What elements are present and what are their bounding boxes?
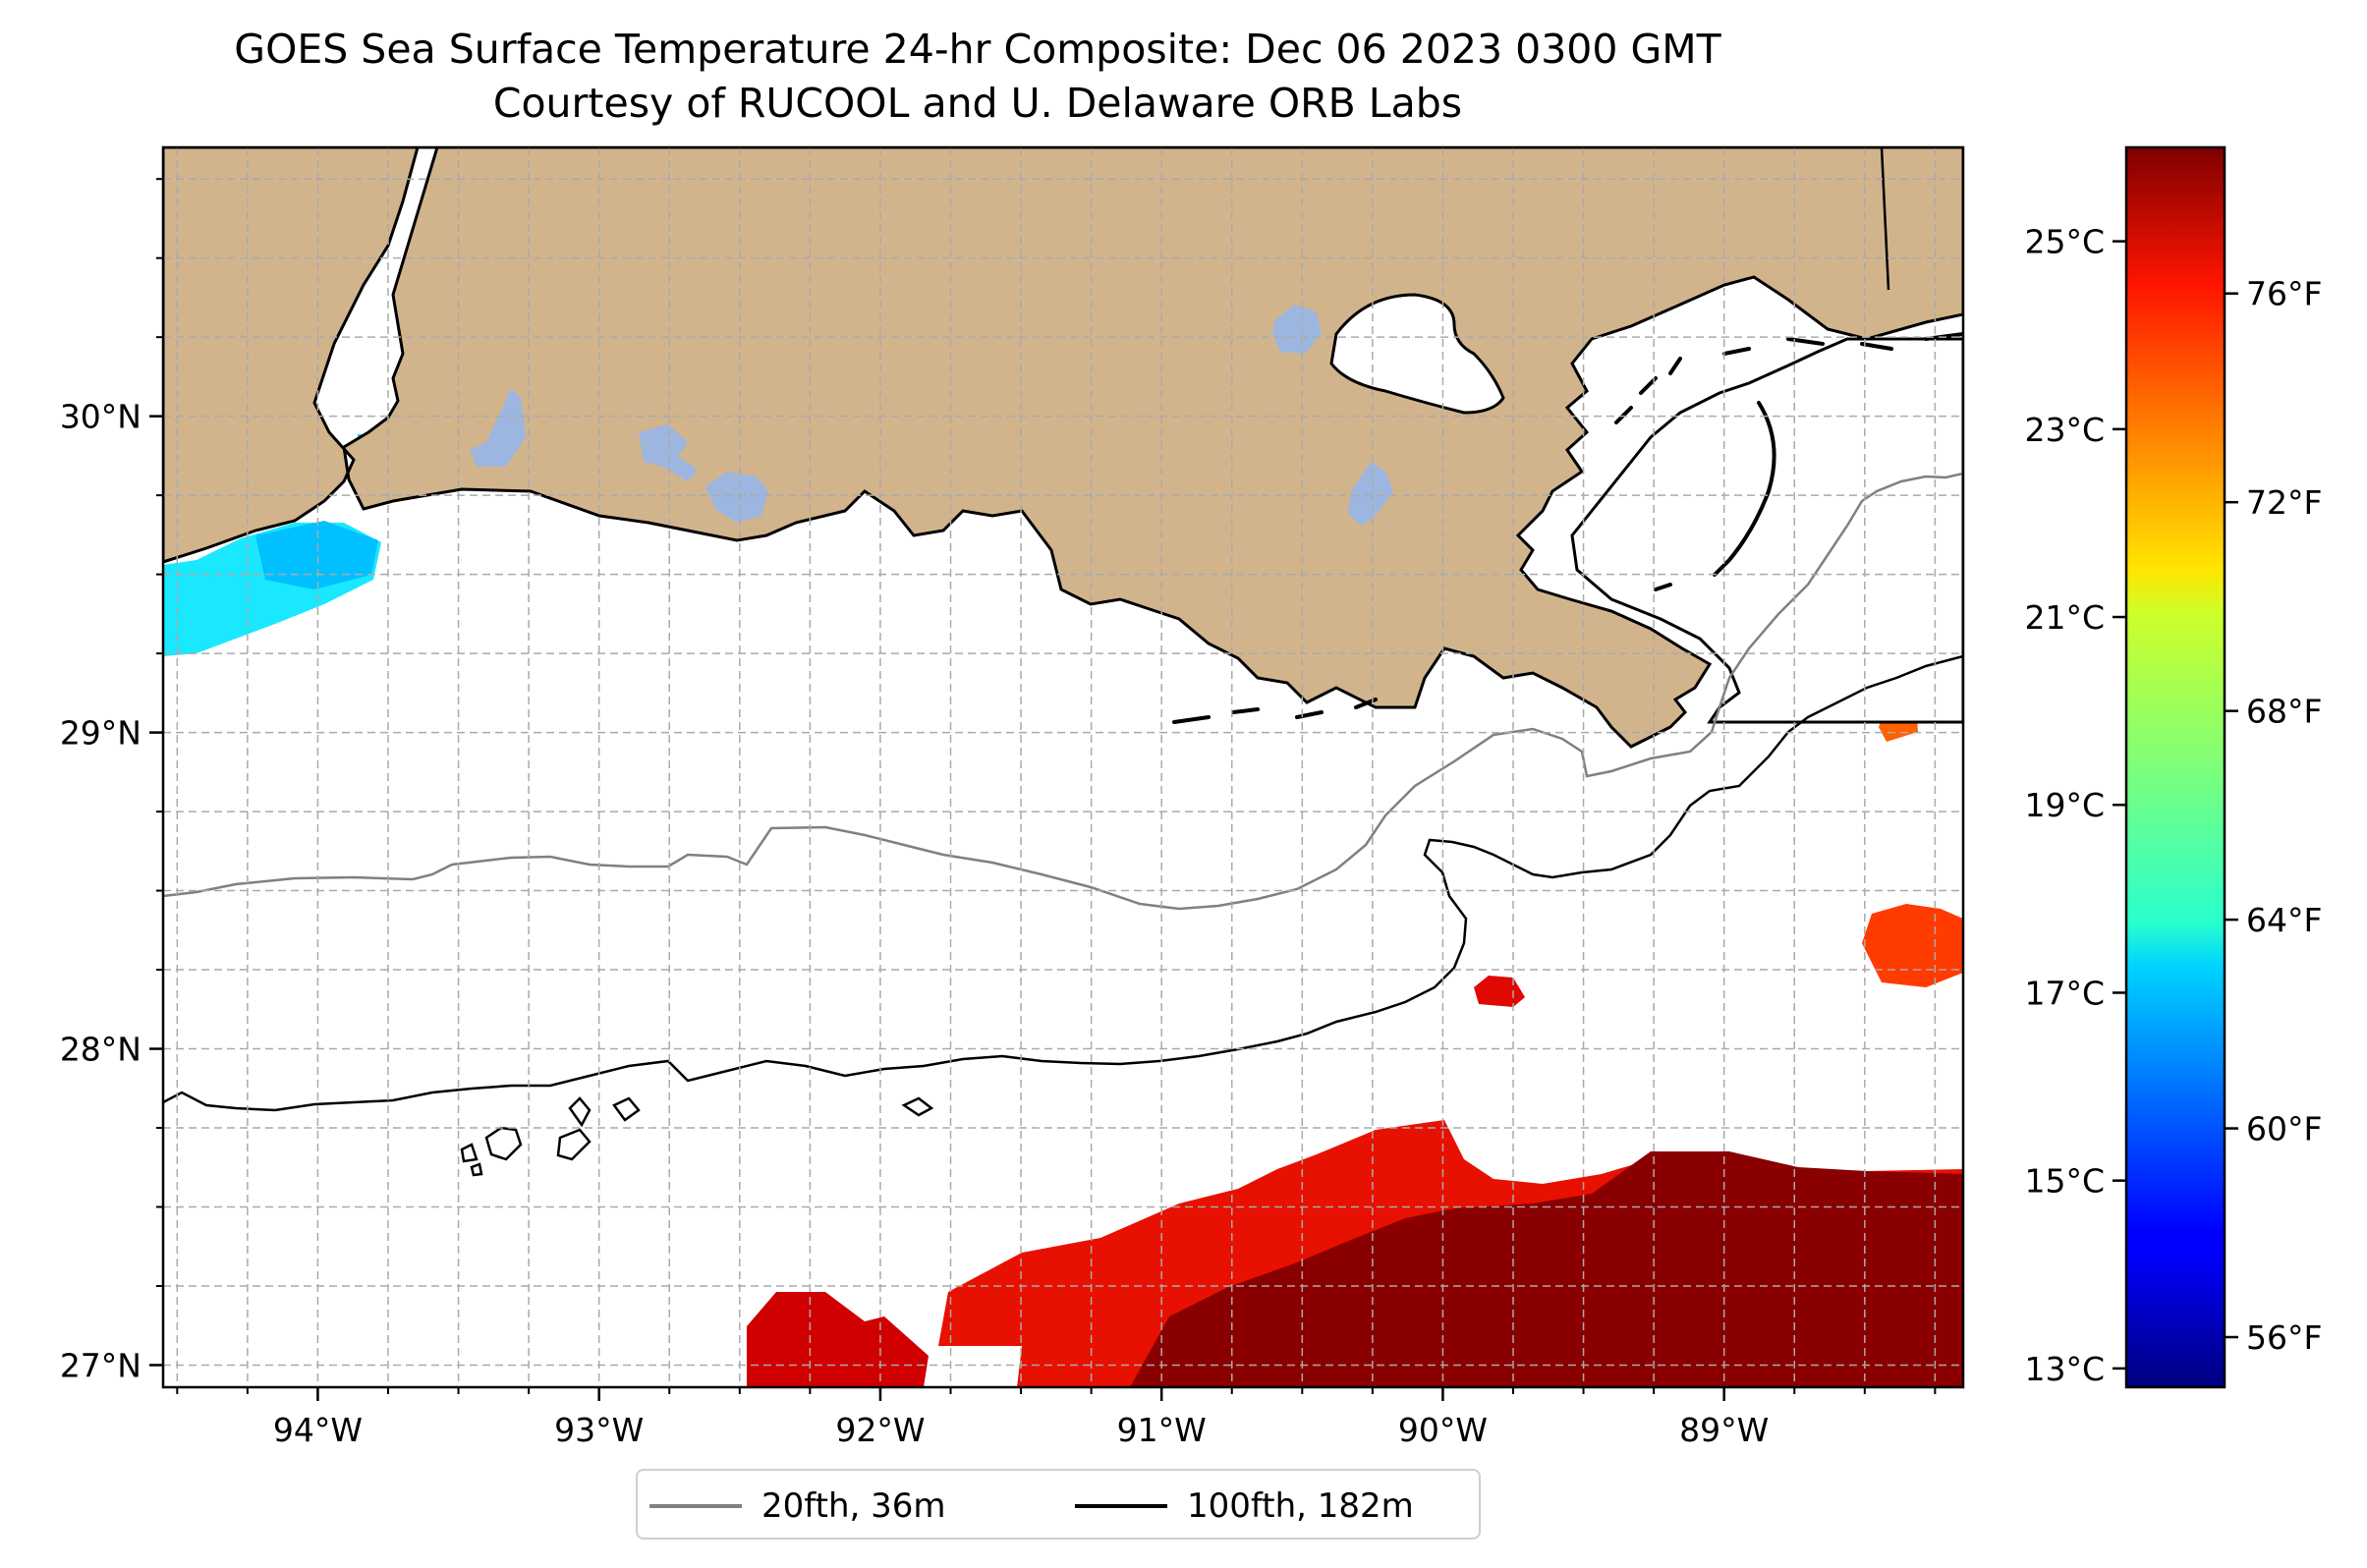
lat-tick-label: 30°N <box>60 398 141 436</box>
chart-subtitle: Courtesy of RUCOOL and U. Delaware ORB L… <box>492 80 1463 127</box>
colorbar <box>2124 145 2226 1389</box>
inland-lakes <box>470 305 1393 526</box>
lake-grand <box>705 472 768 523</box>
isles-dernieres <box>1172 698 1378 724</box>
lat-tick-label: 29°N <box>60 714 141 753</box>
sst-patch-warm-south-core <box>1130 1151 1963 1387</box>
legend-swatch-20fth <box>649 1504 742 1508</box>
sst-patch-warm-south <box>747 1292 929 1387</box>
celsius-tick-label: 25°C <box>2024 223 2105 261</box>
lon-tick-label: 93°W <box>554 1411 644 1449</box>
map-axis-ticks: 94°W 93°W 92°W 91°W 90°W 89°W 30°N 29°N 28°N 27°N <box>60 178 1937 1449</box>
lon-tick-label: 94°W <box>273 1411 363 1449</box>
lake-white <box>639 424 698 481</box>
chart-title: GOES Sea Surface Temperature 24-hr Compo… <box>234 26 1721 73</box>
lon-tick-label: 90°W <box>1398 1411 1488 1449</box>
fahrenheit-tick-label: 68°F <box>2246 693 2322 731</box>
sst-patch-warm-east-1 <box>1862 904 1963 987</box>
celsius-tick-label: 15°C <box>2024 1162 2105 1201</box>
fahrenheit-tick-label: 72°F <box>2246 483 2322 522</box>
fahrenheit-tick-label: 56°F <box>2246 1318 2322 1357</box>
fahrenheit-tick-label: 60°F <box>2246 1110 2322 1148</box>
colorbar-ticks: 13°C 15°C 17°C 19°C 21°C 23°C 25°C 56°F 60°F 64°F… <box>2024 223 2322 1388</box>
graticule <box>163 147 1963 1387</box>
legend-swatch-100fth <box>1075 1504 1167 1508</box>
lake-calcasieu <box>470 388 526 467</box>
fahrenheit-tick-label: 76°F <box>2246 275 2322 313</box>
celsius-tick-label: 23°C <box>2024 411 2105 449</box>
celsius-tick-label: 13°C <box>2024 1350 2105 1388</box>
sst-patch-warm-center <box>1474 976 1525 1007</box>
lon-tick-label: 91°W <box>1117 1411 1207 1449</box>
celsius-tick-label: 19°C <box>2024 786 2105 824</box>
sst-patch-cold-west-dark <box>255 521 378 589</box>
isobath-20fth <box>163 472 1963 911</box>
lon-tick-label: 89°W <box>1679 1411 1769 1449</box>
breton-islands <box>1654 583 1672 591</box>
lake-pontchartrain <box>1329 293 1505 415</box>
isobath-100fth <box>163 654 1963 1112</box>
celsius-tick-label: 21°C <box>2024 598 2105 637</box>
legend-item-20fth: 20fth, 36m <box>649 1471 946 1541</box>
fahrenheit-tick-label: 64°F <box>2246 901 2322 939</box>
state-border <box>1880 147 1890 291</box>
celsius-tick-label: 17°C <box>2024 974 2105 1012</box>
legend-label-20fth: 20fth, 36m <box>761 1486 946 1526</box>
lake-salvador <box>1348 462 1393 526</box>
lon-tick-label: 92°W <box>835 1411 925 1449</box>
chandeleur-islands <box>1713 401 1776 577</box>
lat-tick-label: 27°N <box>60 1346 141 1384</box>
legend-item-100fth: 100fth, 182m <box>1075 1471 1414 1541</box>
lake-maurepas <box>1272 305 1322 354</box>
map-frame <box>161 145 1965 1389</box>
lat-tick-label: 28°N <box>60 1031 141 1069</box>
map-area <box>163 147 1963 1387</box>
legend-label-100fth: 100fth, 182m <box>1187 1486 1414 1526</box>
legend: 20fth, 36m 100fth, 182m <box>636 1469 1481 1540</box>
sst-data <box>163 434 1963 1387</box>
